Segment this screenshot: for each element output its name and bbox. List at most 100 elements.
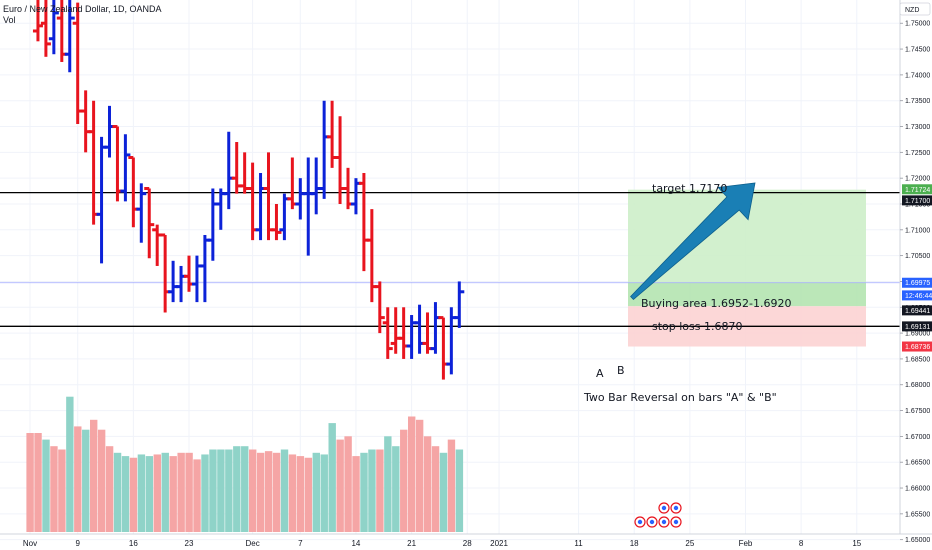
chart-annotations: target 1.7170 Buying area 1.6952-1.6920 … (583, 182, 792, 404)
y-tick-label: 1.72000 (905, 176, 930, 183)
y-tick-label: 1.68500 (905, 356, 930, 363)
volume-bar (97, 429, 106, 532)
x-tick-label: Feb (739, 539, 753, 548)
price-tag: 1.71724 (902, 184, 932, 195)
volume-bar (256, 452, 265, 532)
volume-bar (185, 452, 193, 532)
ohlc-bar (96, 136, 107, 264)
volume-bar (400, 429, 408, 532)
x-tick-label: 2021 (490, 539, 508, 548)
volume-bar (121, 456, 130, 532)
stop-loss-label: stop loss 1.6870 (652, 320, 743, 333)
ohlc-bar (199, 234, 210, 303)
economic-event-icon[interactable] (658, 516, 670, 528)
y-tick-label: 1.71000 (905, 227, 930, 234)
ohlc-bar (144, 186, 155, 259)
y-tick-label: 1.72500 (905, 150, 930, 157)
ohlc-bar (120, 134, 131, 202)
price-tag-bg (902, 341, 932, 352)
volume-bar (352, 456, 360, 532)
price-tag-bg (902, 305, 932, 316)
x-tick-label: 23 (185, 539, 194, 548)
volume-bar (113, 452, 122, 532)
volume-bar (423, 436, 432, 532)
ohlc-bar (430, 302, 441, 354)
entry-zone[interactable] (628, 282, 866, 307)
bar-b-label: B (617, 364, 625, 377)
economic-event-icon[interactable] (646, 516, 658, 528)
volume-bar (201, 454, 209, 532)
y-tick-label: 1.67000 (905, 434, 930, 441)
volume-bar (177, 452, 185, 532)
volume-bar (105, 446, 114, 532)
ohlc-bar (184, 255, 194, 292)
volume-bar (439, 452, 448, 532)
currency-badge-box[interactable] (899, 2, 931, 16)
price-tag-bg (902, 184, 932, 195)
ohlc-bar (335, 116, 346, 204)
volume-bar (392, 446, 400, 532)
y-tick-label: 1.69000 (905, 331, 930, 338)
ohlc-bar (207, 188, 218, 261)
x-tick-label: 9 (75, 539, 80, 548)
volume-bar (304, 457, 313, 532)
volume-bar (320, 454, 328, 532)
ohlc-bar (271, 203, 282, 241)
price-tag-label: 1.68736 (905, 344, 930, 351)
volume-bar (153, 454, 161, 532)
ohlc-bar (160, 233, 171, 313)
y-tick-label: 1.66000 (905, 486, 930, 493)
time-axis[interactable]: Nov 9 16 23 Dec 7 14 21 28 2021 11 18 25 Feb 8 15 (0, 533, 932, 548)
volume-bar (384, 436, 392, 532)
volume-bar (344, 436, 352, 532)
ohlc-bar (358, 173, 369, 272)
volume-bar (264, 451, 273, 532)
buying-area-label: Buying area 1.6952-1.6920 (641, 297, 792, 310)
arrow-shape[interactable] (630, 182, 756, 301)
x-tick-label: Dec (245, 539, 259, 548)
x-tick-label: 11 (574, 539, 583, 548)
ohlc-bar (223, 131, 234, 210)
price-tag: 12:46:44 (902, 290, 932, 301)
economic-event-icon[interactable] (634, 516, 646, 528)
event-icons[interactable] (634, 502, 682, 528)
volume-bar (169, 456, 177, 532)
y-tick-label: 1.73000 (905, 124, 930, 131)
price-tag: 1.71700 (902, 195, 932, 206)
x-tick-label: 21 (407, 539, 416, 548)
volume-bar (408, 416, 416, 532)
price-tag-label: 1.69441 (905, 308, 930, 315)
y-tick-label: 1.75000 (905, 21, 930, 28)
ohlc-bar (32, 0, 43, 42)
y-tick-label: 1.74000 (905, 72, 930, 79)
currency-badge[interactable]: NZD (899, 2, 931, 16)
price-tag-bg (902, 277, 932, 288)
volume-bar (272, 452, 281, 532)
ohlc-bar (319, 100, 330, 199)
x-tick-label: 15 (852, 539, 861, 548)
event-icon-dot (661, 505, 667, 511)
economic-event-icon[interactable] (658, 502, 670, 514)
economic-event-icon[interactable] (670, 502, 682, 514)
ohlc-bar (176, 265, 187, 303)
volume-bar (137, 454, 146, 532)
volume-bar (280, 449, 289, 532)
volume-bar (66, 396, 74, 532)
ohlc-bar (311, 157, 322, 215)
volume-bar (161, 452, 169, 532)
price-axis[interactable]: 1.65000 1.65500 1.66000 1.66500 1.67000 1.675… (899, 0, 930, 544)
y-tick-label: 1.65500 (905, 511, 930, 518)
price-tag-label: 1.71724 (905, 187, 930, 194)
price-tag-bg (902, 321, 932, 332)
price-tag: 1.69131 (902, 321, 932, 332)
economic-event-icon[interactable] (670, 516, 682, 528)
x-tick-label: 28 (463, 539, 472, 548)
y-tick-label: 1.70500 (905, 253, 930, 260)
ohlc-bar (295, 178, 306, 220)
volume-bar (447, 439, 456, 532)
price-tag-label: 1.69975 (905, 280, 930, 287)
price-tag-label: 12:46:44 (905, 293, 932, 300)
ohlc-bar (374, 281, 385, 334)
target-arrow[interactable] (630, 182, 756, 301)
